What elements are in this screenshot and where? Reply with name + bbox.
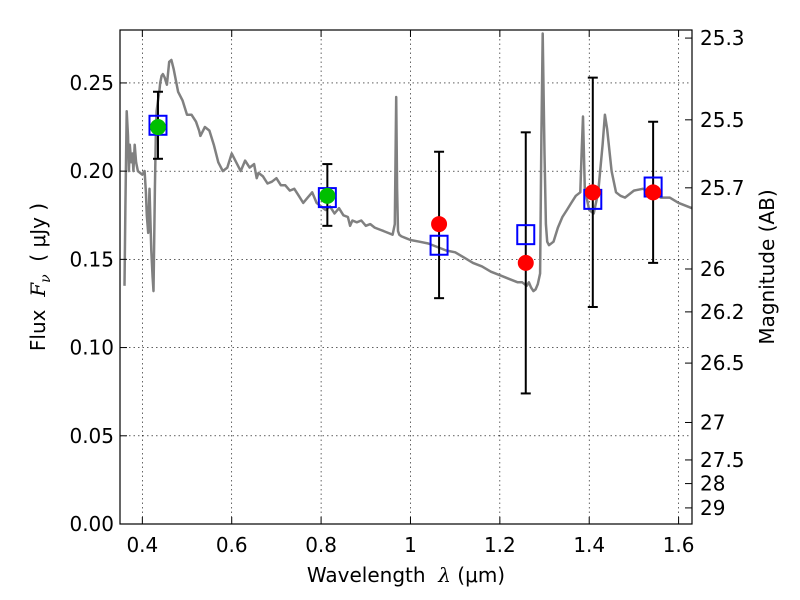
x-tick-label: 1.4 bbox=[573, 533, 605, 557]
mag-tick-label: 26.5 bbox=[700, 351, 745, 375]
y-axis-label-prefix: Flux bbox=[26, 297, 50, 351]
y-axis-label-symbol: F bbox=[26, 282, 50, 298]
photometry-point-marker bbox=[645, 184, 662, 201]
y-tick-label: 0.10 bbox=[69, 336, 114, 360]
mag-tick-label: 28 bbox=[700, 472, 725, 496]
mag-tick-label: 27.5 bbox=[700, 448, 745, 472]
x-tick-label: 0.6 bbox=[216, 533, 248, 557]
mag-tick-label: 29 bbox=[700, 496, 725, 520]
y-tick-label: 0.25 bbox=[69, 71, 114, 95]
mag-tick-label: 27 bbox=[700, 410, 725, 434]
photometry-point-marker bbox=[517, 254, 534, 271]
y-tick-label: 0.20 bbox=[69, 159, 114, 183]
model-square-marker bbox=[516, 224, 536, 246]
mag-tick-label: 26.2 bbox=[700, 300, 745, 324]
plot-frame bbox=[119, 29, 693, 525]
right-axis-label: Magnitude (AB) bbox=[755, 189, 779, 344]
mag-tick-label: 25.7 bbox=[700, 176, 745, 200]
tick-labels: 0.4 0.6 0.8 1 1.2 1.4 1.6 0.00 0.05 0.10 0.15 0.20 0… bbox=[69, 26, 744, 557]
mag-tick-label: 25.5 bbox=[700, 108, 745, 132]
x-tick-label: 1 bbox=[404, 533, 417, 557]
y-tick-label: 0.05 bbox=[69, 424, 114, 448]
mag-tick-label: 26 bbox=[700, 257, 725, 281]
y-tick-label: 0.15 bbox=[69, 247, 114, 271]
photometry-point-marker bbox=[584, 184, 601, 201]
x-axis-label-prefix: Wavelength bbox=[307, 563, 438, 587]
x-axis-label: Wavelength λ (μm) bbox=[307, 563, 505, 587]
x-axis-label-symbol: λ bbox=[437, 563, 451, 587]
photometry-point-marker bbox=[319, 187, 336, 204]
x-tick-label: 1.6 bbox=[663, 533, 695, 557]
x-tick-label: 0.8 bbox=[305, 533, 337, 557]
data-markers bbox=[148, 114, 663, 271]
y-axis-label: Flux Fν ( μJy ) bbox=[26, 203, 54, 351]
photometry-point-marker bbox=[149, 119, 166, 136]
model-square-marker bbox=[429, 234, 449, 256]
y-tick-label: 0.00 bbox=[69, 512, 114, 536]
y-axis-label-suffix: ( μJy ) bbox=[26, 203, 50, 275]
axis-ticks bbox=[120, 30, 692, 525]
mag-tick-label: 25.3 bbox=[700, 26, 745, 50]
y-axis-label-subscript: ν bbox=[38, 274, 54, 283]
x-axis-label-suffix: (μm) bbox=[451, 563, 505, 587]
x-tick-label: 0.4 bbox=[126, 533, 158, 557]
photometry-point-marker bbox=[431, 216, 448, 233]
x-tick-label: 1.2 bbox=[484, 533, 516, 557]
